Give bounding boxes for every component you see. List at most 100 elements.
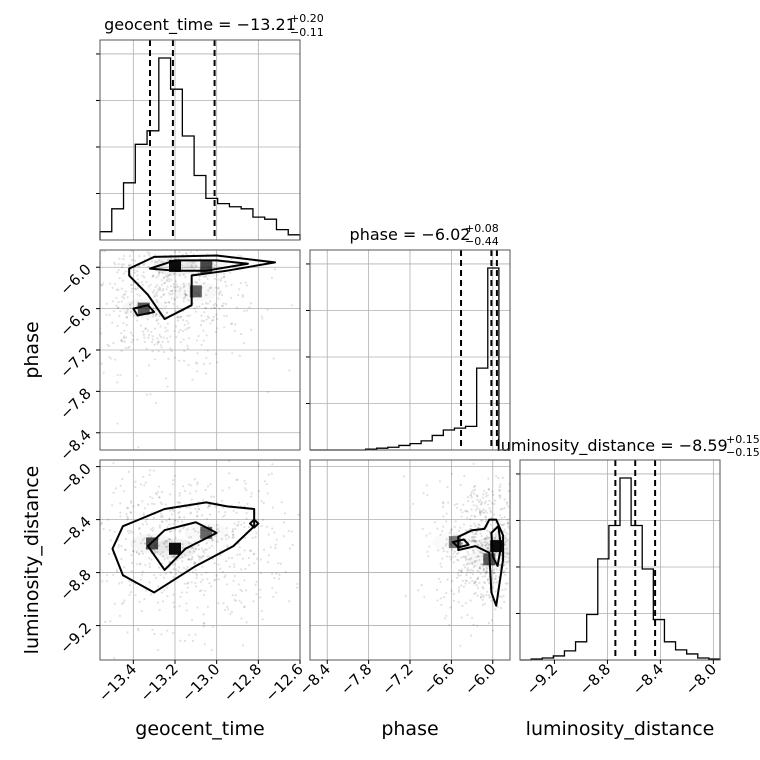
scatter-point: [156, 340, 160, 344]
scatter-point: [166, 329, 169, 332]
scatter-point: [484, 515, 487, 518]
contour-line: [132, 304, 156, 317]
scatter-point: [184, 294, 187, 297]
scatter-point: [201, 206, 203, 208]
scatter-point: [466, 550, 469, 554]
scatter-point: [122, 490, 125, 493]
scatter-point: [230, 322, 234, 325]
scatter-point: [267, 554, 270, 557]
scatter-point: [474, 532, 477, 536]
scatter-point: [473, 522, 476, 525]
scatter-point: [237, 501, 241, 504]
scatter-point: [516, 575, 518, 577]
scatter-point: [197, 531, 200, 534]
scatter-point: [225, 538, 228, 541]
scatter-point: [259, 596, 262, 599]
scatter-point: [503, 516, 506, 519]
scatter-point: [194, 581, 197, 585]
scatter-point: [195, 585, 198, 588]
scatter-point: [172, 302, 175, 305]
scatter-point: [498, 494, 501, 497]
scatter-point: [148, 562, 151, 565]
scatter-point: [132, 505, 135, 508]
scatter-point: [166, 275, 169, 278]
scatter-point: [227, 536, 231, 539]
scatter-point: [512, 531, 514, 533]
scatter-point: [95, 285, 97, 287]
scatter-point: [218, 452, 220, 454]
scatter-point: [270, 276, 273, 279]
scatter-point: [495, 581, 498, 584]
scatter-point: [168, 530, 172, 533]
scatter-point: [469, 576, 472, 580]
scatter-point: [148, 469, 152, 472]
scatter-point: [480, 502, 483, 505]
scatter-point: [280, 501, 283, 504]
scatter-point: [127, 517, 130, 520]
scatter-point: [141, 283, 144, 287]
scatter-point: [153, 294, 156, 297]
scatter-point: [245, 621, 248, 624]
scatter-point: [457, 601, 460, 604]
scatter-point: [121, 295, 124, 298]
scatter-point: [267, 473, 270, 476]
scatter-point: [479, 512, 482, 515]
scatter-point: [495, 559, 498, 562]
scatter-point: [117, 306, 120, 309]
scatter-point: [220, 538, 223, 541]
scatter-point: [157, 349, 160, 353]
scatter-point: [487, 487, 490, 491]
scatter-point: [464, 509, 467, 513]
scatter-point: [115, 570, 119, 573]
scatter-point: [136, 338, 139, 341]
scatter-point: [171, 632, 175, 635]
scatter-point: [494, 534, 498, 538]
scatter-point: [205, 542, 208, 545]
scatter-point: [168, 518, 171, 521]
scatter-point: [466, 510, 469, 513]
scatter-point: [167, 292, 171, 295]
scatter-point: [482, 581, 486, 584]
scatter-point: [129, 283, 132, 287]
scatter-point: [112, 309, 116, 313]
scatter-point: [135, 319, 139, 322]
scatter-point: [156, 291, 159, 294]
scatter-point: [457, 574, 460, 577]
scatter-point: [262, 518, 265, 522]
scatter-point: [473, 560, 476, 564]
scatter-point: [254, 535, 257, 539]
scatter-point: [217, 578, 220, 581]
scatter-point: [113, 282, 117, 286]
scatter-point: [101, 456, 103, 458]
scatter-point: [516, 549, 518, 551]
scatter-point: [205, 517, 209, 521]
scatter-point: [105, 573, 109, 577]
scatter-point: [191, 555, 194, 559]
scatter-point: [494, 590, 497, 593]
scatter-point: [222, 515, 225, 518]
scatter-point: [169, 273, 172, 276]
scatter-point: [93, 238, 95, 240]
scatter-point: [471, 540, 474, 543]
scatter-point: [132, 550, 135, 553]
scatter-point: [183, 284, 186, 287]
scatter-point: [498, 488, 501, 491]
scatter-point: [278, 573, 281, 576]
scatter-point: [203, 275, 206, 278]
scatter-point: [218, 291, 221, 294]
scatter-point: [142, 333, 145, 336]
scatter-point: [185, 591, 188, 594]
scatter-point: [472, 504, 475, 507]
scatter-point: [96, 611, 98, 613]
scatter-point: [516, 528, 518, 530]
scatter-point: [81, 249, 83, 251]
scatter-point: [101, 284, 104, 287]
scatter-point: [195, 339, 199, 342]
scatter-point: [151, 338, 154, 341]
scatter-point: [159, 573, 162, 576]
scatter-point: [151, 291, 155, 294]
x-tick-label-luminosity_distance: −9.2: [523, 660, 561, 698]
scatter-point: [165, 519, 168, 522]
scatter-point: [442, 502, 445, 505]
scatter-point: [321, 497, 323, 499]
